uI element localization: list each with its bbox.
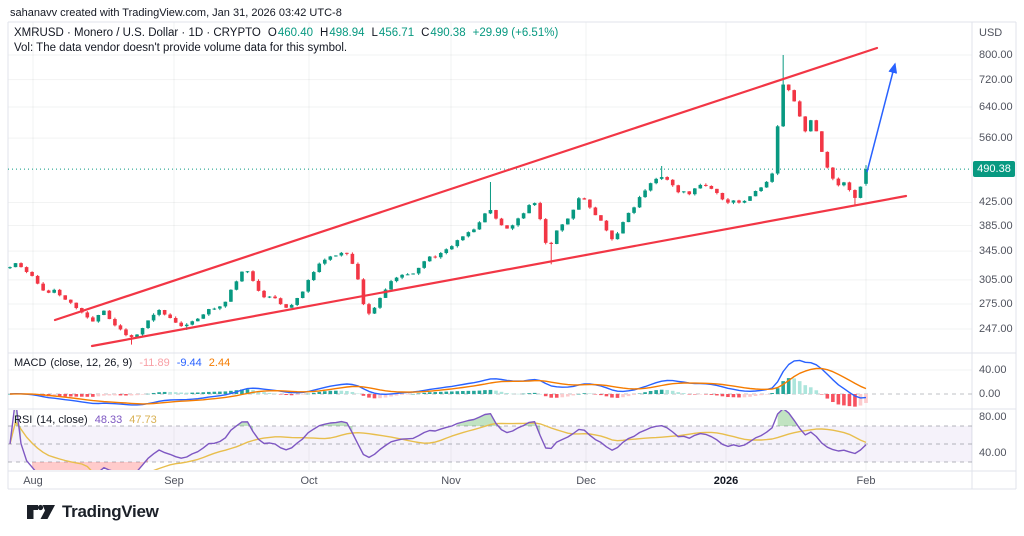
macd-params: (close, 12, 26, 9) [50,357,133,369]
rsi-ma-value: 47.73 [129,414,157,426]
price-axis-label: 640.00 [979,101,1013,114]
price-axis-label: 560.00 [979,132,1013,145]
macd-signal-value: 2.44 [208,357,231,369]
low-value: 456.71 [378,27,415,39]
macd-legend: MACD (close, 12, 26, 9) -11.89 -9.44 2.44 [14,357,230,369]
price-axis-label: 800.00 [979,49,1013,61]
volume-note: Vol: The data vendor doesn't provide vol… [14,42,348,54]
gridlines [8,22,972,470]
rsi-legend: RSI (14, close) 48.33 47.73 [14,414,157,426]
time-axis-label: Feb [856,475,876,487]
rsi-axis-label: 40.00 [979,447,1007,459]
high-value: 498.94 [329,27,365,39]
open-label: O [267,27,277,39]
candlestick-series [8,55,868,345]
rsi-params: (14, close) [36,414,88,426]
symbol-title: XMRUSD · Monero / U.S. Dollar · 1D · CRY… [14,27,261,39]
attribution-text: sahanavv created with TradingView.com, J… [10,7,342,19]
rsi-pane [8,410,972,470]
tradingview-logo-text: TradingView [62,502,159,521]
symbol-legend: XMRUSD · Monero / U.S. Dollar · 1D · CRY… [14,27,558,39]
time-axis-label: Oct [300,475,318,487]
rsi-axis-label: 80.00 [979,411,1007,423]
macd-line-value: -9.44 [176,357,202,369]
currency-label: USD [979,27,1003,39]
price-axis-label: 385.00 [979,219,1013,232]
close-label: C [421,27,430,39]
current-price-badge: 490.38 [973,161,1015,178]
macd-histogram-value: -11.89 [139,357,170,369]
macd-axis-label: 0.00 [979,388,1001,400]
time-axis-label: 2026 [713,475,739,487]
change-value: +29.99 (+6.51%) [472,27,559,39]
rsi-value: 48.33 [94,414,123,426]
price-axis-label: 247.00 [979,323,1013,335]
price-axis-label: 275.00 [979,297,1013,310]
drawings[interactable] [53,46,908,348]
tradingview-logo[interactable]: TradingView [26,501,159,523]
time-axis-label: Dec [576,475,596,487]
lower-channel-line[interactable] [90,194,908,348]
low-label: L [371,27,378,39]
time-axis-label: Sep [164,475,184,487]
macd-pane [8,359,972,407]
macd-title: MACD [14,357,47,369]
projection-arrow[interactable] [866,62,898,173]
close-value: 490.38 [430,27,466,39]
upper-channel-line[interactable] [53,46,879,322]
high-label: H [320,27,329,39]
price-axis-label: 345.00 [979,245,1013,258]
price-axis-label: 720.00 [979,73,1013,86]
open-value: 460.40 [277,27,314,39]
tradingview-logo-icon [27,504,55,519]
time-axis-label: Nov [441,475,461,487]
chart-borders [7,21,1017,490]
rsi-title: RSI [14,414,33,426]
macd-axis-label: 40.00 [979,364,1007,376]
time-axis-label: Aug [23,475,43,487]
price-axis-label: 425.00 [979,196,1013,209]
price-axis-label: 305.00 [979,273,1013,286]
